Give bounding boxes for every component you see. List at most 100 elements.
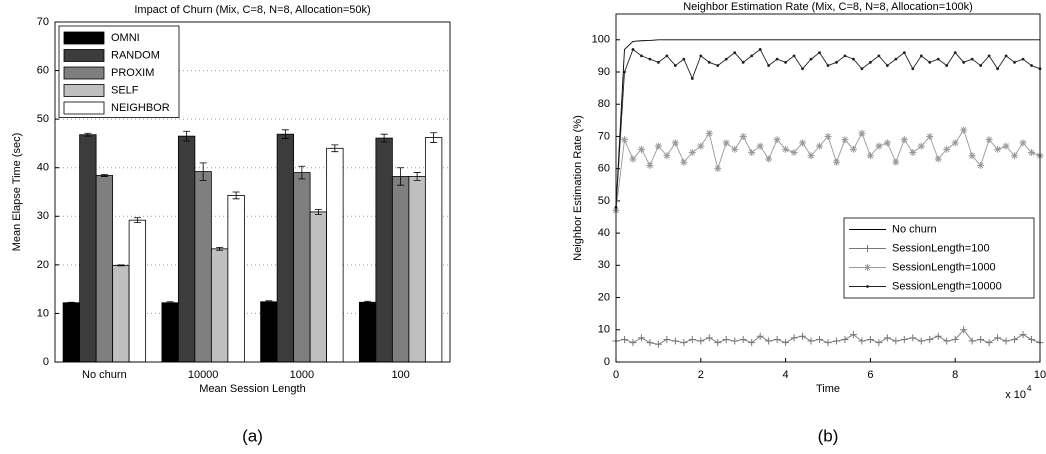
error-bar — [199, 162, 207, 181]
error-bar — [413, 172, 421, 181]
marker — [680, 339, 688, 347]
marker — [699, 54, 703, 58]
marker — [640, 54, 643, 58]
error-bar — [117, 264, 125, 267]
marker — [960, 126, 968, 134]
x-axis-label: Mean Session Length — [199, 383, 305, 395]
y-tick-label: 100 — [592, 34, 610, 46]
marker — [807, 337, 815, 345]
marker — [919, 54, 923, 58]
marker — [860, 67, 864, 71]
marker — [900, 136, 908, 144]
bar — [161, 302, 179, 363]
marker — [657, 60, 660, 64]
error-bar — [298, 165, 306, 180]
x-tick-label: 100 — [391, 369, 409, 381]
error-bar — [430, 132, 438, 143]
caption: (b) — [818, 426, 839, 445]
marker — [765, 155, 773, 163]
bar — [424, 137, 443, 363]
marker — [688, 149, 696, 157]
error-bar — [281, 129, 289, 139]
marker — [951, 139, 959, 147]
marker — [960, 326, 968, 334]
marker — [756, 332, 764, 340]
marker — [1028, 335, 1036, 343]
marker — [775, 57, 779, 61]
marker — [801, 67, 804, 71]
marker — [994, 145, 1002, 153]
marker — [875, 339, 883, 347]
marker — [979, 64, 983, 67]
y-tick-label: 40 — [598, 227, 610, 239]
y-tick-label: 60 — [37, 64, 49, 76]
marker — [623, 70, 626, 74]
marker — [824, 132, 832, 140]
marker — [790, 334, 798, 342]
marker — [620, 335, 628, 343]
marker — [750, 54, 754, 58]
marker — [866, 152, 874, 160]
error-bar — [67, 301, 75, 304]
marker — [697, 337, 705, 345]
y-tick-label: 0 — [604, 356, 610, 368]
marker — [705, 334, 713, 342]
marker — [707, 60, 711, 64]
marker — [917, 337, 925, 345]
legend-label: SessionLength=100 — [892, 242, 990, 254]
marker — [1028, 149, 1036, 157]
marker — [911, 67, 915, 71]
marker — [883, 139, 891, 147]
marker — [909, 334, 917, 342]
y-tick-label: 10 — [37, 307, 49, 319]
y-tick-label: 20 — [37, 259, 49, 271]
marker — [841, 335, 849, 343]
x-tick-label: 8 — [952, 369, 958, 381]
marker — [996, 67, 999, 71]
marker — [843, 54, 847, 58]
legend-box — [843, 217, 1035, 299]
marker — [690, 77, 694, 80]
marker — [841, 136, 849, 144]
legend-swatch — [63, 66, 105, 80]
marker — [773, 335, 781, 343]
marker — [716, 64, 720, 67]
marker — [1004, 54, 1008, 58]
marker — [739, 335, 747, 343]
x-tick-label: 10000 — [188, 369, 219, 381]
marker — [987, 54, 991, 58]
marker — [792, 54, 796, 58]
marker — [748, 339, 756, 347]
legend-swatch — [63, 84, 105, 97]
y-tick-label: 70 — [598, 130, 610, 142]
y-tick-label: 70 — [37, 16, 49, 28]
bar — [391, 176, 410, 363]
marker — [665, 54, 669, 58]
marker — [892, 337, 900, 345]
marker — [646, 161, 654, 169]
marker — [994, 334, 1002, 342]
error-bar — [100, 174, 108, 177]
marker — [724, 57, 728, 61]
legend-label: RANDOM — [111, 49, 160, 61]
marker — [739, 132, 747, 140]
x-tick-label: 6 — [867, 369, 873, 381]
marker — [1002, 142, 1010, 150]
marker — [733, 51, 737, 55]
marker — [816, 335, 824, 343]
legend-label: No churn — [892, 223, 937, 235]
marker — [758, 48, 762, 51]
marker — [968, 152, 976, 160]
error-bar — [265, 300, 273, 304]
marker — [832, 337, 840, 345]
x-tick-label: No churn — [82, 369, 127, 381]
marker — [807, 152, 815, 160]
bar — [309, 211, 328, 363]
marker — [648, 57, 652, 61]
marker — [1019, 139, 1027, 147]
marker — [945, 64, 949, 67]
y-tick-label: 30 — [37, 210, 49, 222]
marker — [782, 145, 790, 153]
series-line — [615, 48, 1041, 208]
